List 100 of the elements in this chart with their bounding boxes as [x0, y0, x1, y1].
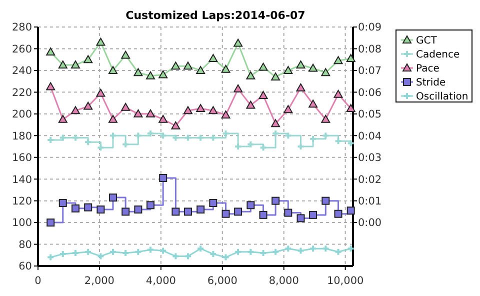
point: [296, 214, 305, 222]
y-tick-label: 220: [12, 86, 32, 99]
point: [246, 248, 255, 256]
point: [122, 140, 130, 148]
point: [172, 208, 180, 216]
point: [208, 106, 218, 114]
point: [221, 110, 230, 118]
point: [334, 248, 342, 256]
legend-label: Stride: [416, 78, 446, 88]
y2-tick-label: 0:04: [358, 130, 382, 142]
point: [296, 142, 305, 150]
y2-tick-label: 0:05: [358, 108, 382, 121]
point: [222, 253, 230, 262]
point: [196, 66, 206, 74]
point: [258, 62, 268, 71]
y2-tick-label: 0:01: [358, 195, 382, 208]
x-tick-label: 8,000: [268, 275, 299, 287]
point: [58, 60, 68, 69]
point: [171, 121, 180, 130]
y2-tick-label: 0:07: [358, 65, 382, 78]
point: [158, 70, 168, 78]
point: [258, 90, 268, 99]
point: [70, 60, 80, 69]
point: [246, 201, 255, 210]
point: [296, 246, 305, 255]
point: [108, 114, 118, 123]
point: [196, 244, 205, 253]
point: [172, 134, 180, 142]
point: [159, 132, 168, 140]
y-tick-label: 120: [12, 195, 32, 208]
point: [159, 246, 168, 255]
point: [309, 244, 318, 253]
point: [259, 144, 268, 152]
point: [334, 56, 343, 64]
y-tick-label: 60: [18, 260, 32, 273]
y2-tick-label: 0:03: [358, 152, 382, 164]
legend-label: Pace: [416, 64, 440, 74]
point: [272, 248, 280, 256]
y-tick-label: 80: [18, 238, 32, 251]
point: [158, 114, 168, 123]
point: [84, 55, 93, 64]
point: [321, 114, 330, 123]
point: [121, 102, 130, 111]
y-tick-label: 160: [12, 152, 32, 164]
point: [234, 142, 242, 150]
point: [146, 71, 155, 80]
point: [46, 82, 56, 90]
point: [209, 198, 218, 207]
point: [70, 106, 80, 114]
point: [58, 134, 67, 142]
y-tick-label: 280: [12, 22, 32, 34]
point: [208, 54, 218, 62]
point: [309, 210, 318, 219]
point: [334, 210, 342, 218]
point: [296, 60, 306, 69]
point: [134, 68, 143, 76]
point: [221, 64, 230, 73]
point: [84, 203, 92, 212]
point: [346, 54, 356, 62]
point: [334, 137, 342, 146]
y-tick-label: 100: [12, 217, 32, 230]
point: [183, 62, 192, 70]
y2-tick-label: 0:09: [358, 22, 382, 34]
point: [46, 218, 55, 227]
point: [246, 140, 255, 148]
point: [234, 84, 243, 92]
point: [146, 201, 154, 210]
y2-tick-label: 0:06: [358, 86, 382, 99]
point: [284, 244, 292, 253]
point: [196, 104, 206, 112]
point: [84, 248, 92, 256]
point: [171, 62, 180, 70]
point: [246, 71, 256, 80]
chart-title: Customized Laps:2014-06-07: [126, 9, 306, 22]
y-tick-label: 260: [12, 43, 32, 56]
point: [284, 208, 292, 217]
point: [58, 114, 68, 123]
point: [96, 88, 106, 97]
y-tick-label: 180: [12, 130, 32, 142]
point: [346, 206, 355, 215]
x-tick-label: 0: [34, 275, 42, 287]
point: [172, 252, 180, 260]
y2-tick-label: 0:02: [358, 174, 382, 186]
point: [96, 206, 105, 214]
point: [134, 206, 142, 214]
y2-tick-label: 0:00: [358, 217, 382, 230]
y-tick-label: 140: [12, 174, 32, 186]
point: [134, 132, 142, 140]
point: [246, 100, 256, 109]
legend-label: Cadence: [416, 50, 460, 60]
point: [321, 68, 330, 76]
point: [108, 66, 118, 74]
point: [234, 208, 242, 216]
point: [84, 102, 93, 110]
point: [146, 109, 155, 118]
x-tick-label: 4,000: [146, 275, 176, 287]
point: [183, 106, 192, 114]
point: [46, 47, 56, 56]
point: [322, 196, 330, 205]
point: [309, 134, 318, 143]
